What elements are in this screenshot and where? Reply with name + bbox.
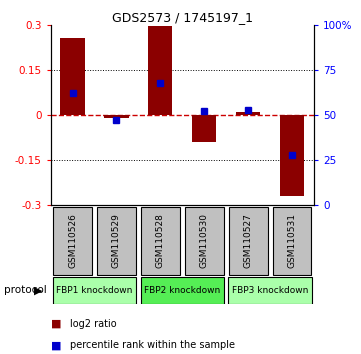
Bar — [60, 38, 84, 115]
Text: GSM110526: GSM110526 — [68, 213, 77, 268]
Bar — [148, 26, 173, 115]
Text: GSM110527: GSM110527 — [244, 213, 253, 268]
Bar — [229, 277, 312, 304]
Text: GSM110528: GSM110528 — [156, 213, 165, 268]
Text: FBP2 knockdown: FBP2 knockdown — [144, 286, 221, 295]
Bar — [185, 207, 223, 275]
Bar — [97, 207, 136, 275]
Bar — [141, 207, 180, 275]
Text: GSM110529: GSM110529 — [112, 213, 121, 268]
Text: ▶: ▶ — [34, 285, 42, 295]
Text: percentile rank within the sample: percentile rank within the sample — [70, 340, 235, 350]
Text: ■: ■ — [51, 319, 61, 329]
Text: ■: ■ — [51, 340, 61, 350]
Bar — [53, 207, 92, 275]
Text: FBP1 knockdown: FBP1 knockdown — [56, 286, 132, 295]
Bar — [280, 115, 304, 196]
Title: GDS2573 / 1745197_1: GDS2573 / 1745197_1 — [112, 11, 253, 24]
Bar — [192, 115, 216, 142]
Bar — [104, 115, 129, 118]
Text: GSM110530: GSM110530 — [200, 213, 209, 268]
Bar — [229, 207, 268, 275]
Text: log2 ratio: log2 ratio — [70, 319, 117, 329]
Text: FBP3 knockdown: FBP3 knockdown — [232, 286, 308, 295]
Bar — [236, 112, 260, 115]
Bar — [140, 277, 224, 304]
Bar — [53, 277, 136, 304]
Text: protocol: protocol — [4, 285, 46, 295]
Text: GSM110531: GSM110531 — [288, 213, 297, 268]
Bar — [273, 207, 312, 275]
